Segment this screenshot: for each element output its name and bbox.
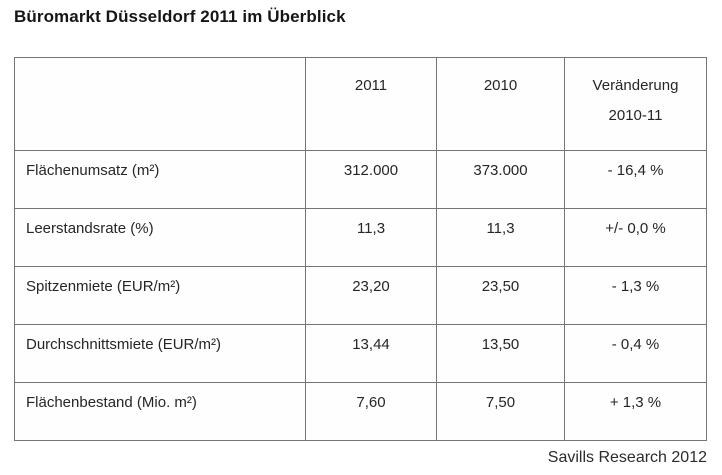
table-row: Flächenbestand (Mio. m²) 7,60 7,50 + 1,3… <box>14 382 707 441</box>
value-2011: 312.000 <box>305 150 437 209</box>
table-row: Flächenumsatz (m²) 312.000 373.000 - 16,… <box>14 150 707 209</box>
row-label: Spitzenmiete (EUR/m²) <box>14 266 306 325</box>
value-2010: 13,50 <box>436 324 565 383</box>
header-change: Veränderung 2010-11 <box>564 57 707 151</box>
value-2010: 373.000 <box>436 150 565 209</box>
value-2011: 11,3 <box>305 208 437 267</box>
value-2010: 11,3 <box>436 208 565 267</box>
value-change: +/- 0,0 % <box>564 208 707 267</box>
value-2010: 7,50 <box>436 382 565 441</box>
header-year-2010: 2010 <box>436 57 565 151</box>
header-change-line2: 2010-11 <box>608 107 663 124</box>
row-label: Flächenumsatz (m²) <box>14 150 306 209</box>
table-row: Spitzenmiete (EUR/m²) 23,20 23,50 - 1,3 … <box>14 266 707 325</box>
value-2010: 23,50 <box>436 266 565 325</box>
value-change: - 0,4 % <box>564 324 707 383</box>
value-change: + 1,3 % <box>564 382 707 441</box>
value-2011: 7,60 <box>305 382 437 441</box>
table-row: Durchschnittsmiete (EUR/m²) 13,44 13,50 … <box>14 324 707 383</box>
row-label: Durchschnittsmiete (EUR/m²) <box>14 324 306 383</box>
header-change-line1: Veränderung <box>592 77 679 94</box>
source-credit: Savills Research 2012 <box>547 449 707 466</box>
market-overview-table: 2011 2010 Veränderung 2010-11 Flächenums… <box>14 57 707 441</box>
table-row: Leerstandsrate (%) 11,3 11,3 +/- 0,0 % <box>14 208 707 267</box>
header-label-cell <box>14 57 306 151</box>
value-2011: 23,20 <box>305 266 437 325</box>
row-label: Leerstandsrate (%) <box>14 208 306 267</box>
page-title: Büromarkt Düsseldorf 2011 im Überblick <box>14 7 346 26</box>
row-label: Flächenbestand (Mio. m²) <box>14 382 306 441</box>
value-change: - 1,3 % <box>564 266 707 325</box>
header-year-2011: 2011 <box>305 57 437 151</box>
value-change: - 16,4 % <box>564 150 707 209</box>
value-2011: 13,44 <box>305 324 437 383</box>
table-header-row: 2011 2010 Veränderung 2010-11 <box>14 57 707 151</box>
